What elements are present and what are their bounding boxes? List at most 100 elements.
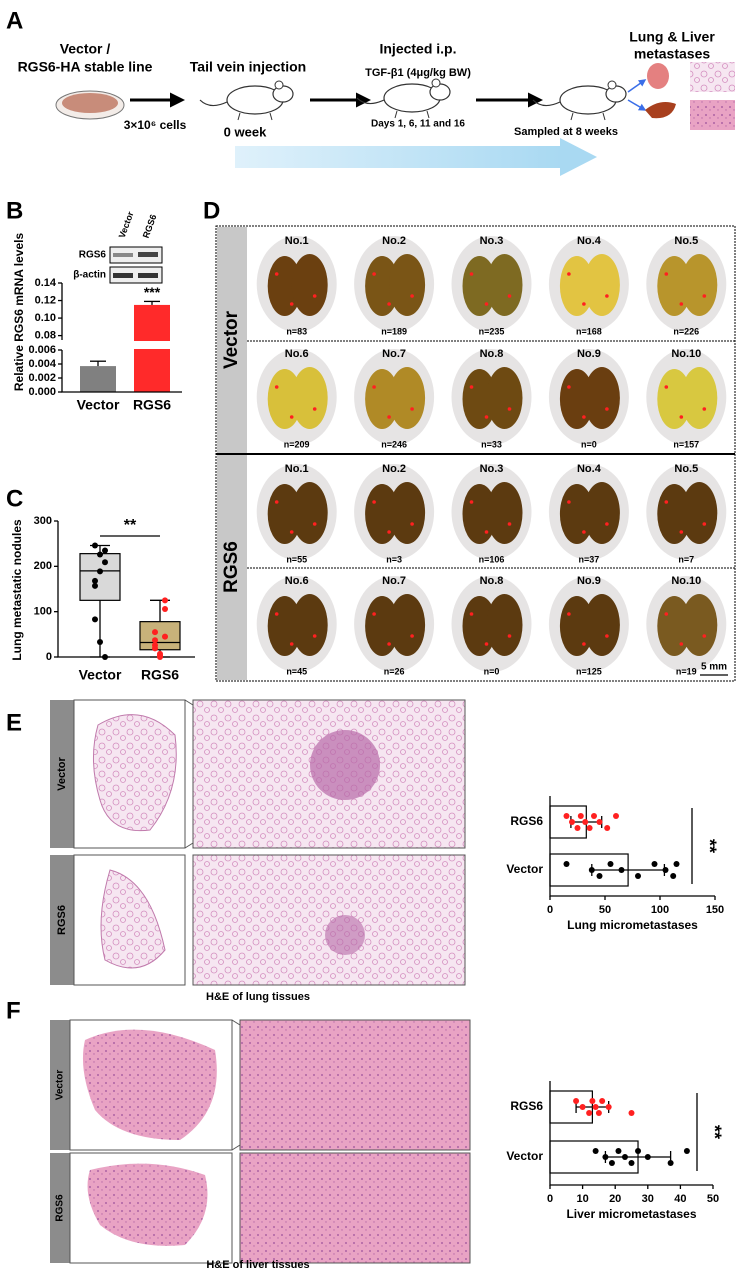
nodule-marker: [312, 294, 317, 298]
data-point: [592, 1148, 599, 1154]
data-point: [586, 1110, 593, 1116]
data-point: [651, 861, 658, 867]
y-tick-label: 0.10: [35, 312, 56, 324]
y-tick-label: 300: [34, 515, 52, 527]
data-point: [586, 825, 593, 831]
lung-lobe: [486, 254, 523, 316]
data-point: [673, 861, 680, 867]
nodule-marker: [387, 302, 391, 306]
data-point: [591, 813, 597, 819]
nodule-count: n=157: [673, 439, 699, 449]
caption: H&E of lung tissues: [206, 991, 310, 1003]
nodule-marker: [387, 415, 391, 419]
nodule-marker: [274, 385, 279, 389]
nodule-marker: [605, 634, 609, 638]
nodule-marker: [469, 272, 474, 276]
y-tick-label: 0.000: [28, 386, 56, 398]
lung-lobe: [559, 596, 594, 656]
row-tab: [50, 855, 74, 985]
step-text: Tail vein injection: [190, 59, 306, 75]
significance: ***: [144, 284, 161, 300]
nodule-marker: [372, 385, 376, 389]
nodule-marker: [605, 522, 609, 526]
y-category-label: RGS6: [510, 814, 543, 828]
panel-label: D: [203, 197, 220, 224]
data-point: [102, 559, 108, 566]
data-point: [621, 1154, 628, 1160]
lung-lobe: [559, 369, 594, 429]
specimen-number: No.2: [382, 235, 406, 247]
x-axis-label: Liver micrometastases: [566, 1207, 696, 1221]
nodule-marker: [469, 612, 474, 616]
data-point: [92, 542, 98, 549]
data-point: [563, 813, 570, 819]
specimen-number: No.4: [577, 235, 602, 247]
nodule-marker: [507, 634, 512, 638]
nodule-marker: [484, 302, 489, 306]
specimen-number: No.10: [671, 575, 701, 587]
nodule-marker: [582, 530, 586, 534]
specimen-number: No.5: [674, 463, 698, 475]
lung-lobe: [389, 482, 426, 544]
blot-row-label: RGS6: [79, 250, 107, 261]
data-point: [618, 867, 625, 873]
blot-band: [138, 252, 158, 257]
data-point: [157, 654, 163, 660]
lane-label: RGS6: [141, 213, 159, 239]
significance: **: [124, 517, 137, 534]
nodule-marker: [312, 407, 317, 411]
data-point: [613, 813, 619, 819]
row-tab: [50, 1020, 70, 1150]
lung-lobe: [681, 367, 718, 429]
data-point: [97, 639, 103, 646]
x-tick-label: 50: [707, 1193, 719, 1205]
nodule-marker: [484, 415, 489, 419]
nodule-marker: [289, 642, 294, 646]
data-point: [595, 1110, 602, 1116]
specimen-number: No.8: [480, 575, 504, 587]
nodule-count: n=45: [286, 666, 307, 676]
data-point: [582, 819, 589, 825]
nodule-marker: [289, 415, 294, 419]
specimen-number: No.3: [480, 463, 504, 475]
nodule-marker: [507, 294, 512, 298]
mouse-icon: [532, 80, 627, 121]
lung-lobe: [583, 482, 620, 544]
nodule-marker: [410, 522, 414, 526]
data-point: [97, 551, 103, 558]
lung-lobe: [681, 594, 718, 656]
nodule-marker: [679, 642, 684, 646]
step-text: metastases: [634, 46, 710, 62]
nodule-count: n=209: [284, 439, 310, 449]
row-label: Vector: [56, 756, 68, 790]
lung-section: [100, 869, 166, 969]
specimen-number: No.7: [382, 348, 406, 360]
nodule-marker: [679, 415, 684, 419]
lung-lobe: [559, 484, 594, 544]
nodule-marker: [702, 294, 707, 298]
specimen-number: No.5: [674, 235, 698, 247]
lung-lobe: [681, 482, 718, 544]
y-tick-label: 0.006: [28, 344, 56, 356]
lung-lobe: [486, 594, 523, 656]
nodule-marker: [605, 407, 609, 411]
data-point: [573, 1098, 580, 1104]
y-tick-label: 0.08: [35, 330, 56, 342]
zoom-line: [231, 1144, 241, 1151]
nodule-marker: [410, 294, 414, 298]
data-point: [579, 1104, 586, 1110]
axis-break-gap: [56, 341, 184, 349]
blot-band: [113, 273, 133, 278]
x-axis-label: Lung micrometastases: [567, 918, 698, 932]
y-tick-label: 0.14: [35, 277, 57, 289]
bar: [80, 366, 116, 392]
specimen-number: No.9: [577, 348, 601, 360]
metastasis-focus: [310, 730, 380, 800]
lung-lobe: [583, 367, 620, 429]
row-label: RGS6: [55, 1194, 66, 1222]
data-point: [162, 605, 168, 612]
data-point: [92, 577, 98, 584]
nodule-count: n=189: [381, 326, 407, 336]
